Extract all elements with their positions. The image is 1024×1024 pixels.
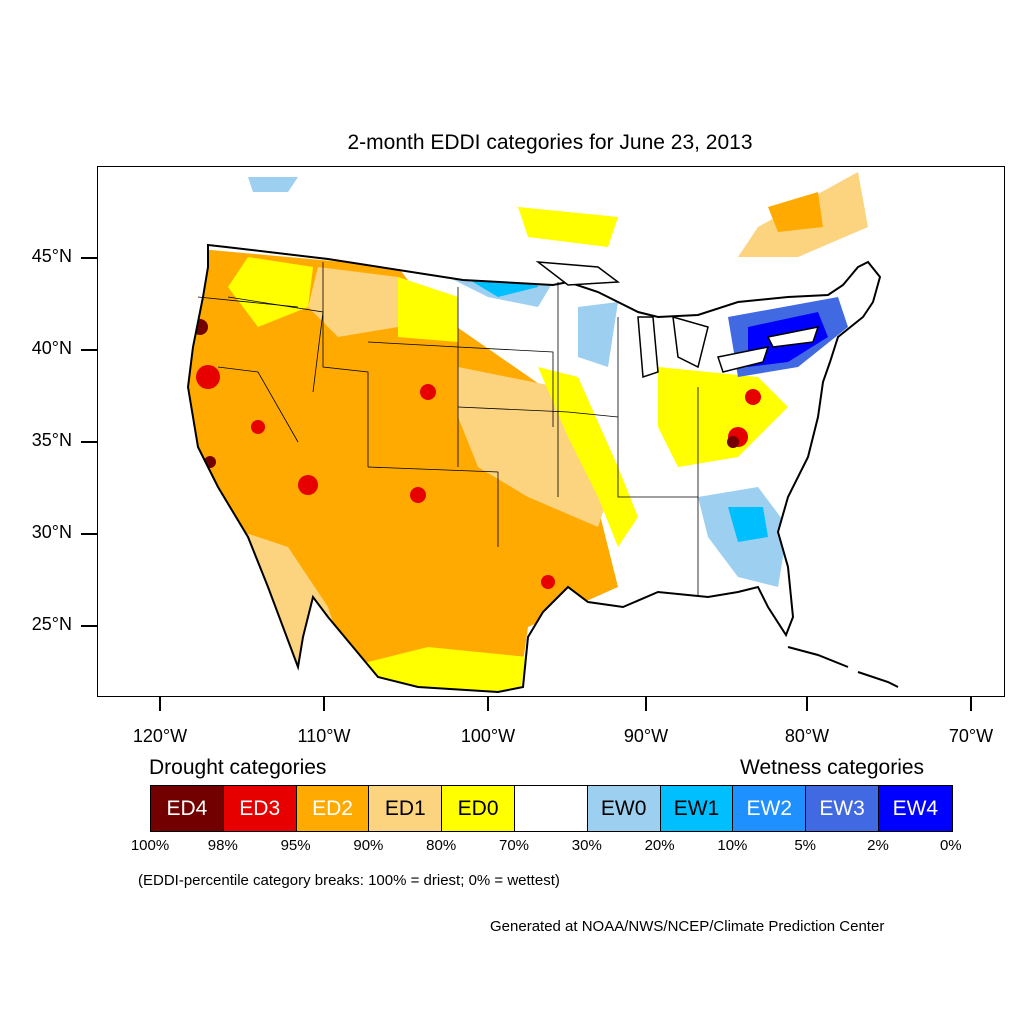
credit-text: Generated at NOAA/NWS/NCEP/Climate Predi…	[490, 918, 885, 935]
drought-categories-title: Drought categories	[149, 756, 327, 779]
lon-tick	[970, 697, 972, 711]
percent-break-label: 5%	[794, 837, 817, 854]
lon-label-80: 80°W	[784, 726, 830, 746]
legend-box-ed4: ED4	[151, 786, 224, 831]
percent-break-label: 98%	[207, 837, 238, 854]
percent-break-label: 90%	[353, 837, 384, 854]
percent-break-label: 70%	[498, 837, 530, 854]
conus-eddi-map	[186, 172, 899, 694]
lat-label-40: 40°N	[31, 338, 72, 358]
lat-label-25: 25°N	[31, 614, 72, 634]
lon-label-70: 70°W	[948, 726, 994, 746]
legend-box-ed0: ED0	[442, 786, 515, 831]
lon-tick	[323, 697, 325, 711]
percent-break-label: 2%	[867, 837, 889, 854]
map-frame	[97, 166, 1005, 697]
percent-break-label: 80%	[426, 837, 457, 854]
lat-label-45: 45°N	[31, 246, 72, 266]
legend-box-ew3: EW3	[806, 786, 879, 831]
lat-label-30: 30°N	[31, 522, 72, 542]
legend-box-ew0: EW0	[587, 786, 661, 831]
percent-break-label: 20%	[644, 837, 675, 854]
category-legend: ED4 ED3 ED2 ED1 ED0 EW0 EW1 EW2 EW3 EW4	[150, 785, 953, 832]
lon-label-120: 120°W	[132, 726, 188, 746]
percent-break-label: 100%	[130, 837, 170, 854]
lon-tick	[487, 697, 489, 711]
legend-box-ed2: ED2	[296, 786, 370, 831]
legend-box-neutral	[514, 786, 588, 831]
percent-break-label: 30%	[571, 837, 602, 854]
map-title: 2-month EDDI categories for June 23, 201…	[347, 131, 753, 154]
lon-tick	[159, 697, 161, 711]
lon-tick	[806, 697, 808, 711]
lat-tick	[81, 533, 97, 535]
legend-box-ew1: EW1	[660, 786, 734, 831]
lat-tick	[81, 257, 97, 259]
lat-tick	[81, 625, 97, 627]
lon-tick	[645, 697, 647, 711]
legend-box-ew4: EW4	[878, 786, 952, 831]
legend-box-ew2: EW2	[733, 786, 807, 831]
percent-break-label: 95%	[280, 837, 311, 854]
percent-break-label: 10%	[717, 837, 748, 854]
lat-label-35: 35°N	[31, 430, 72, 450]
percent-break-label: 0%	[939, 837, 962, 854]
lat-tick	[81, 441, 97, 443]
lon-label-110: 110°W	[297, 726, 351, 746]
category-note: (EDDI-percentile category breaks: 100% =…	[138, 872, 560, 889]
legend-box-ed3: ED3	[223, 786, 297, 831]
lat-tick	[81, 349, 97, 351]
lon-label-100: 100°W	[460, 726, 516, 746]
legend-box-ed1: ED1	[369, 786, 443, 831]
lon-label-90: 90°W	[623, 726, 669, 746]
wetness-categories-title: Wetness categories	[740, 756, 925, 779]
